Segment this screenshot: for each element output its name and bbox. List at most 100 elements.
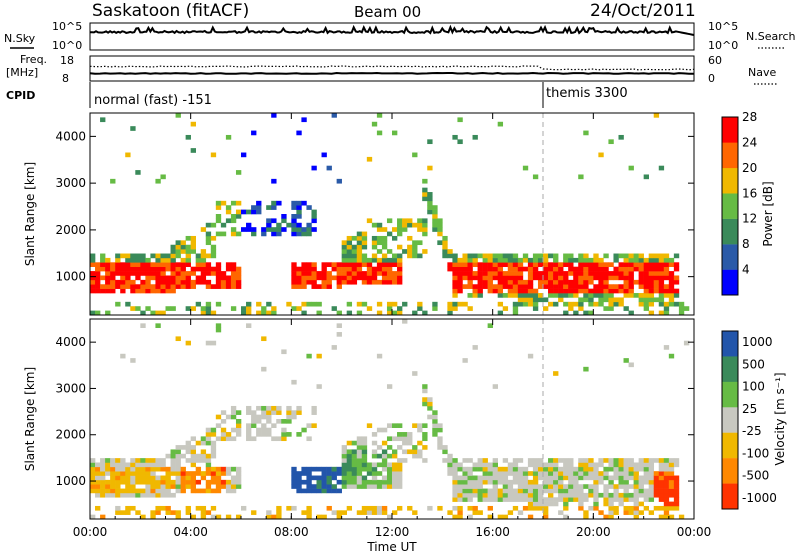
heatmap-cell: [336, 466, 342, 472]
heatmap-cell: [381, 479, 388, 485]
heatmap-cell: [190, 445, 196, 450]
heatmap-cell: [643, 462, 649, 468]
heatmap-cell: [653, 271, 660, 276]
heatmap-cell: [210, 152, 217, 158]
heatmap-cell: [190, 266, 196, 272]
heatmap-cell: [371, 505, 378, 511]
heatmap-cell: [578, 284, 584, 289]
heatmap-cell: [613, 301, 619, 307]
heatmap-cell: [331, 510, 337, 515]
heatmap-cell: [618, 497, 624, 502]
heatmap-cell: [598, 271, 604, 276]
heatmap-cell: [477, 458, 483, 463]
heatmap-cell: [376, 271, 383, 276]
heatmap-cell: [155, 475, 161, 481]
heatmap-cell: [628, 257, 634, 263]
heatmap-cell: [568, 475, 574, 481]
heatmap-cell: [130, 126, 136, 131]
heatmap-cell: [658, 262, 665, 267]
heatmap-cell: [200, 227, 207, 232]
nsky-label: N.Sky: [4, 32, 36, 45]
heatmap-cell: [583, 510, 589, 515]
freq-panel: Freq. [MHz] 18 8 60 0 Nave: [6, 53, 778, 85]
heatmap-cell: [512, 488, 519, 494]
heatmap-cell: [140, 479, 146, 485]
heatmap-cell: [658, 466, 665, 472]
heatmap-cell: [648, 484, 655, 489]
heatmap-cell: [185, 340, 191, 346]
heatmap-cell: [195, 257, 202, 263]
heatmap-cell: [583, 484, 589, 489]
heatmap-cell: [95, 266, 101, 272]
velocity-colorbar-swatch: [722, 483, 738, 510]
cpid-label: CPID: [6, 89, 35, 102]
heatmap-cell: [563, 253, 569, 259]
heatmap-cell: [623, 253, 629, 259]
heatmap-cell: [326, 284, 332, 289]
heatmap-cell: [452, 262, 458, 267]
heatmap-cell: [170, 257, 176, 263]
heatmap-cell: [175, 462, 181, 468]
heatmap-cell: [638, 510, 644, 515]
heatmap-cell: [271, 231, 277, 237]
heatmap-cell: [90, 458, 96, 463]
heatmap-cell: [447, 466, 453, 472]
heatmap-cell: [663, 257, 670, 263]
heatmap-cell: [331, 345, 337, 350]
heatmap-cell: [397, 436, 403, 442]
heatmap-cell: [195, 279, 202, 285]
heatmap-cell: [668, 275, 675, 281]
heatmap-cell: [442, 240, 448, 246]
heatmap-cell: [361, 484, 368, 489]
heatmap-cell: [457, 492, 463, 498]
heatmap-cell: [568, 257, 574, 263]
heatmap-cell: [593, 275, 599, 281]
heatmap-cell: [618, 471, 624, 476]
heatmap-cell: [230, 227, 237, 232]
heatmap-cell: [457, 475, 463, 481]
power-colorbar-swatch: [722, 167, 738, 194]
nsky-panel: N.Sky 10^5 10^0 10^5 10^0 N.Search: [4, 20, 796, 52]
heatmap-cell: [568, 293, 574, 298]
heatmap-cell: [623, 275, 629, 281]
heatmap-cell: [658, 492, 665, 498]
heatmap-cell: [628, 475, 634, 481]
heatmap-cell: [462, 284, 468, 289]
heatmap-cell: [356, 479, 363, 485]
heatmap-cell: [618, 458, 624, 463]
velocity-colorbar-swatch: [722, 407, 738, 433]
heatmap-cell: [553, 257, 559, 263]
heatmap-cell: [225, 279, 232, 285]
heatmap-cell: [417, 301, 423, 307]
heatmap-cell: [522, 293, 529, 298]
heatmap-cell: [397, 271, 403, 276]
heatmap-cell: [638, 458, 644, 463]
heatmap-cell: [568, 301, 574, 307]
heatmap-cell: [558, 266, 564, 272]
heatmap-cell: [603, 293, 609, 298]
heatmap-cell: [321, 275, 327, 281]
heatmap-cell: [170, 271, 176, 276]
heatmap-cell: [492, 384, 498, 389]
heatmap-cell: [271, 405, 277, 411]
x-tick-label: 16:00: [475, 525, 510, 539]
heatmap-cell: [573, 275, 579, 281]
heatmap-cell: [537, 475, 544, 481]
heatmap-cell: [371, 484, 378, 489]
heatmap-cell: [185, 484, 191, 489]
y-tick-label: 4000: [55, 129, 86, 143]
heatmap-cell: [371, 253, 378, 259]
heatmap-cell: [376, 235, 383, 241]
heatmap-cell: [507, 471, 514, 476]
heatmap-cell: [366, 257, 373, 263]
power-colorbar-tick: 28: [742, 110, 757, 124]
heatmap-cell: [346, 253, 353, 259]
heatmap-cell: [235, 432, 242, 437]
heatmap-cell: [532, 275, 539, 281]
heatmap-cell: [578, 275, 584, 281]
heatmap-cell: [185, 471, 191, 476]
heatmap-cell: [115, 253, 121, 259]
heatmap-cell: [296, 275, 302, 281]
heatmap-cell: [522, 266, 529, 272]
